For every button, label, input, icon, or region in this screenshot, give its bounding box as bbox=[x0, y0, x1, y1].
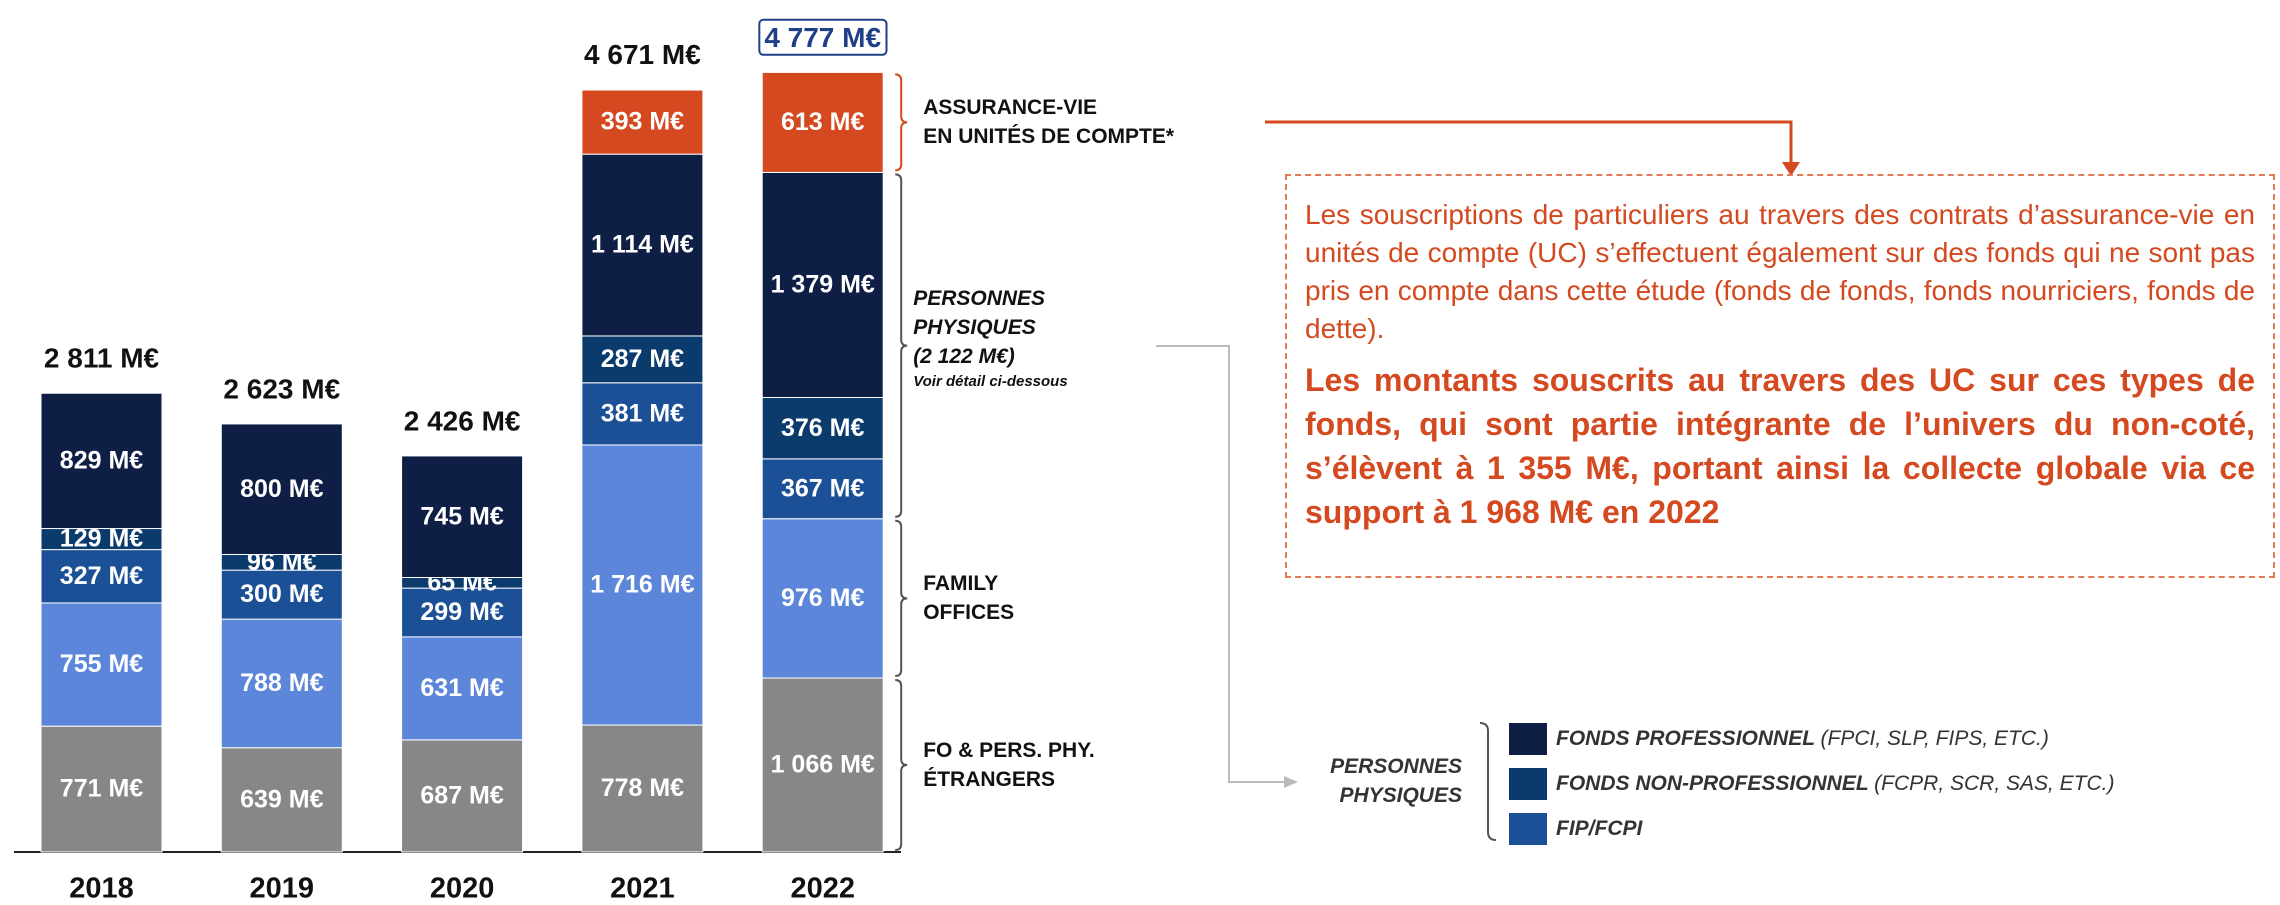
connector bbox=[1156, 345, 1286, 783]
bar-segment bbox=[220, 618, 343, 749]
arrow-head bbox=[1284, 776, 1298, 788]
value-label: 1 066 M€ bbox=[771, 751, 875, 779]
group-label: FO & PERS. PHY. ÉTRANGERS bbox=[923, 739, 1095, 791]
bar-segment bbox=[761, 458, 884, 520]
x-tick-label: 2021 bbox=[610, 873, 675, 905]
value-label: 1 114 M€ bbox=[591, 231, 694, 259]
bar-segment bbox=[40, 602, 163, 727]
value-label: 687 M€ bbox=[420, 782, 503, 810]
value-label: 771 M€ bbox=[60, 775, 143, 803]
legend-swatch bbox=[1509, 813, 1547, 845]
legend-label: FONDS PROFESSIONNEL (FPCI, SLP, FIPS, ET… bbox=[1556, 724, 2049, 753]
legend-swatch bbox=[1509, 768, 1547, 800]
legend-title: PERSONNES PHYSIQUES bbox=[1330, 755, 1462, 807]
x-tick-label: 2018 bbox=[69, 873, 134, 905]
group-brace bbox=[895, 73, 908, 172]
legend-label: FONDS NON-PROFESSIONNEL (FCPR, SCR, SAS,… bbox=[1556, 769, 2115, 798]
total-label: 4 671 M€ bbox=[584, 39, 701, 70]
bar-segment bbox=[401, 587, 524, 638]
group-brace bbox=[895, 173, 908, 518]
value-label: 1 716 M€ bbox=[590, 571, 694, 599]
group-brace bbox=[895, 679, 908, 851]
value-label: 299 M€ bbox=[420, 598, 503, 626]
value-label: 367 M€ bbox=[781, 474, 864, 502]
legend-name: FONDS PROFESSIONNEL bbox=[1556, 727, 1815, 750]
legend-brace bbox=[1479, 722, 1497, 841]
value-label: 755 M€ bbox=[60, 650, 143, 678]
group-label: FAMILY OFFICES bbox=[923, 572, 1015, 625]
value-label: 287 M€ bbox=[601, 345, 684, 373]
legend-name: FONDS NON-PROFESSIONNEL bbox=[1556, 772, 1869, 795]
legend-detail: (FCPR, SCR, SAS, ETC.) bbox=[1874, 772, 2115, 795]
bar-segment bbox=[220, 747, 343, 853]
value-label: 129 M€ bbox=[60, 525, 143, 553]
total-label: 2 426 M€ bbox=[404, 405, 521, 436]
value-label: 788 M€ bbox=[240, 669, 323, 697]
value-label: 327 M€ bbox=[60, 562, 143, 590]
note-highlight: Les montants souscrits au travers des UC… bbox=[1305, 362, 2255, 530]
x-tick-label: 2022 bbox=[790, 873, 855, 905]
bar-segment bbox=[581, 335, 704, 384]
bar-segment bbox=[761, 396, 884, 460]
value-label: 976 M€ bbox=[781, 584, 864, 612]
bar-segment bbox=[761, 677, 884, 853]
value-label: 778 M€ bbox=[601, 774, 684, 802]
group-brace bbox=[895, 519, 908, 678]
value-label: 381 M€ bbox=[601, 399, 684, 427]
value-label: 639 M€ bbox=[240, 785, 323, 813]
bar-segment bbox=[40, 392, 163, 530]
bar-segment bbox=[401, 455, 524, 578]
bar-segment bbox=[401, 636, 524, 741]
arrow-head bbox=[1782, 162, 1800, 176]
x-tick-label: 2019 bbox=[250, 873, 315, 905]
group-label: ASSURANCE-VIE EN UNITÉS DE COMPTE* bbox=[923, 96, 1175, 149]
value-label: 1 379 M€ bbox=[771, 271, 875, 299]
value-label: 800 M€ bbox=[240, 475, 323, 503]
bar-segment bbox=[401, 739, 524, 853]
value-label: 829 M€ bbox=[60, 447, 143, 475]
value-label: 393 M€ bbox=[601, 108, 684, 136]
bar-segment bbox=[220, 569, 343, 620]
total-label: 4 777 M€ bbox=[764, 22, 881, 53]
legend-label: FIP/FCPI bbox=[1556, 814, 1642, 843]
legend-swatch bbox=[1509, 723, 1547, 755]
value-label: 613 M€ bbox=[781, 108, 864, 136]
legend-detail: (FPCI, SLP, FIPS, ETC.) bbox=[1820, 727, 2049, 750]
value-label: 745 M€ bbox=[420, 502, 503, 530]
bar-segment bbox=[581, 153, 704, 337]
bar-segment bbox=[220, 423, 343, 555]
bar-segment bbox=[761, 71, 884, 173]
note-box: Les souscriptions de particuliers au tra… bbox=[1285, 174, 2275, 578]
bar-segment bbox=[581, 444, 704, 726]
x-tick-label: 2020 bbox=[430, 873, 495, 905]
bar-segment bbox=[40, 725, 163, 853]
group-note: Voir détail ci-dessous bbox=[913, 372, 1068, 390]
bar-segment bbox=[761, 171, 884, 398]
total-label: 2 811 M€ bbox=[44, 343, 160, 374]
bar-segment bbox=[581, 89, 704, 155]
value-label: 376 M€ bbox=[781, 414, 864, 442]
connector bbox=[1265, 120, 1793, 165]
value-label: 631 M€ bbox=[420, 674, 503, 702]
group-label: PERSONNES PHYSIQUES (2 122 M€) bbox=[913, 286, 1046, 368]
note-text: Les souscriptions de particuliers au tra… bbox=[1305, 199, 2255, 344]
legend-name: FIP/FCPI bbox=[1556, 817, 1643, 840]
total-label: 2 623 M€ bbox=[223, 373, 340, 404]
value-label: 300 M€ bbox=[240, 580, 323, 608]
total-highlight bbox=[758, 18, 888, 56]
